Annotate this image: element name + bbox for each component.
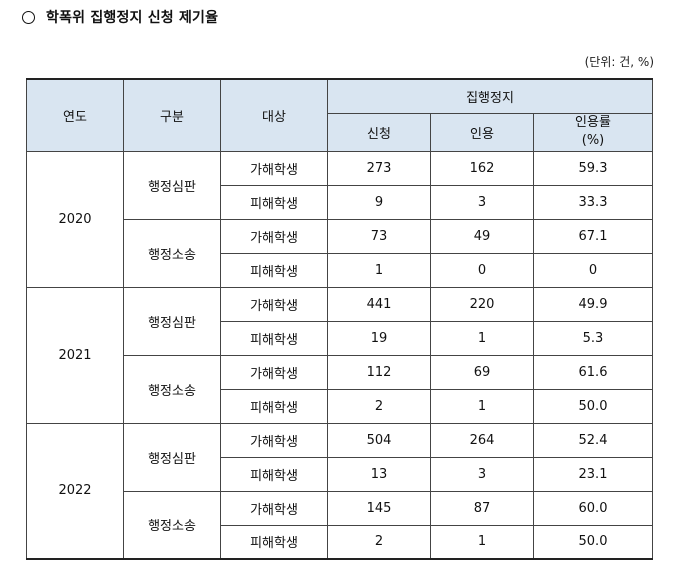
category-cell: 행정심판 (123, 286, 221, 356)
table-row: 2022 행정심판 가해학생 504 264 52.4 (26, 422, 653, 560)
apply-cell: 441 (327, 286, 431, 322)
rate-cell: 33.3 (533, 184, 653, 220)
accept-cell: 1 (430, 320, 534, 356)
accept-cell: 1 (430, 388, 534, 424)
table-row: 피해학생 2 1 50.0 (27, 388, 653, 424)
rate-cell: 50.0 (533, 524, 653, 560)
accept-cell: 87 (430, 490, 534, 526)
header-rate: 인용률 (%) (533, 112, 653, 152)
target-cell: 가해학생 (220, 422, 328, 458)
header-accept: 인용 (430, 112, 534, 152)
accept-cell: 69 (430, 354, 534, 390)
header-apply: 신청 (327, 112, 431, 152)
data-table: 연도 구분 대상 집행정지 신청 인용 인용률 (%) 2020 행정심판 가해학생… (26, 78, 653, 560)
category-cell: 행정소송 (123, 354, 221, 424)
table-row: 2020 행정심판 가해학생 273 162 59.3 (26, 150, 653, 288)
apply-cell: 9 (327, 184, 431, 220)
table-body: 2020 행정심판 가해학생 273 162 59.3 피해학생 9 3 33.3 행정소송 가해학생… (26, 150, 653, 560)
target-cell: 피해학생 (220, 252, 328, 288)
target-cell: 피해학생 (220, 456, 328, 492)
accept-cell: 3 (430, 456, 534, 492)
rate-cell: 59.3 (533, 150, 653, 186)
apply-cell: 73 (327, 218, 431, 254)
accept-cell: 264 (430, 422, 534, 458)
table-row: 행정소송 가해학생 73 49 67.1 (27, 218, 653, 288)
rate-cell: 23.1 (533, 456, 653, 492)
category-cell: 행정소송 (123, 218, 221, 288)
target-cell: 가해학생 (220, 490, 328, 526)
header-year: 연도 (26, 78, 124, 152)
target-cell: 가해학생 (220, 286, 328, 322)
rate-cell: 49.9 (533, 286, 653, 322)
year-cell: 2021 (26, 286, 124, 424)
header-category: 구분 (123, 78, 221, 152)
apply-cell: 112 (327, 354, 431, 390)
category-cell: 행정소송 (123, 490, 221, 560)
accept-cell: 1 (430, 524, 534, 560)
header-rate-line1: 인용률 (575, 115, 611, 130)
category-cell: 행정심판 (123, 422, 221, 492)
target-cell: 피해학생 (220, 320, 328, 356)
header-rate-line2: (%) (581, 133, 605, 148)
target-cell: 피해학생 (220, 524, 328, 560)
apply-cell: 2 (327, 388, 431, 424)
header-group: 집행정지 (327, 78, 653, 114)
apply-cell: 504 (327, 422, 431, 458)
target-cell: 피해학생 (220, 388, 328, 424)
apply-cell: 145 (327, 490, 431, 526)
accept-cell: 162 (430, 150, 534, 186)
apply-cell: 19 (327, 320, 431, 356)
target-cell: 가해학생 (220, 150, 328, 186)
rate-cell: 5.3 (533, 320, 653, 356)
rate-cell: 52.4 (533, 422, 653, 458)
target-cell: 가해학생 (220, 354, 328, 390)
accept-cell: 3 (430, 184, 534, 220)
document-title: 학폭위 집행정지 신청 제기율 (22, 6, 218, 28)
apply-cell: 273 (327, 150, 431, 186)
target-cell: 피해학생 (220, 184, 328, 220)
rate-cell: 67.1 (533, 218, 653, 254)
year-cell: 2020 (26, 150, 124, 288)
rate-cell: 50.0 (533, 388, 653, 424)
apply-cell: 2 (327, 524, 431, 560)
rate-cell: 61.6 (533, 354, 653, 390)
apply-cell: 1 (327, 252, 431, 288)
year-cell: 2022 (26, 422, 124, 560)
rate-cell: 60.0 (533, 490, 653, 526)
circle-bullet-icon (22, 10, 35, 24)
accept-cell: 0 (430, 252, 534, 288)
table-header: 연도 구분 대상 집행정지 신청 인용 인용률 (%) (26, 78, 653, 152)
table-row: 피해학생 2 1 50.0 (27, 524, 653, 560)
accept-cell: 220 (430, 286, 534, 322)
accept-cell: 49 (430, 218, 534, 254)
target-cell: 가해학생 (220, 218, 328, 254)
rate-cell: 0 (533, 252, 653, 288)
category-cell: 행정심판 (123, 150, 221, 220)
header-target: 대상 (220, 78, 328, 152)
table-row: 2021 행정심판 가해학생 441 220 49.9 (26, 286, 653, 424)
table-row: 피해학생 1 0 0 (27, 252, 653, 288)
table-row: 피해학생 9 3 33.3 (27, 184, 653, 220)
apply-cell: 13 (327, 456, 431, 492)
table-row: 피해학생 13 3 23.1 (27, 456, 653, 492)
table-row: 행정소송 가해학생 145 87 60.0 (27, 490, 653, 560)
title-text: 학폭위 집행정지 신청 제기율 (46, 10, 219, 26)
unit-note: (단위: 건, %) (584, 55, 654, 69)
